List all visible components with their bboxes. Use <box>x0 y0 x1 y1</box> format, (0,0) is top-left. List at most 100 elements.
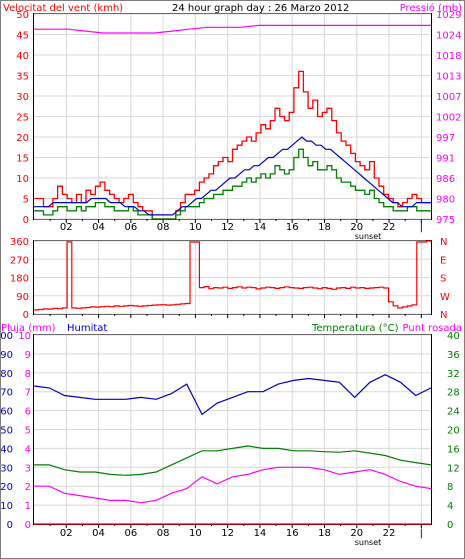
temperature-y-tick: 12 <box>447 463 460 474</box>
pressure-y-tick: 1018 <box>436 51 461 62</box>
hum-x-tick: 10 <box>189 528 202 539</box>
temperature-y-tick: 4 <box>447 501 453 512</box>
wind-y-tick: 35 <box>16 72 29 83</box>
rain-axis-label: Pluja (mm) <box>1 323 56 334</box>
pressure-y-tick: 986 <box>436 174 455 185</box>
rain-y-tick: 1 <box>25 501 31 512</box>
direction-y-tick: 360 <box>10 237 29 248</box>
hum-x-tick: | <box>420 528 423 539</box>
temperature-y-tick: 32 <box>447 369 460 380</box>
wind-x-tick: 18 <box>318 222 331 233</box>
rain-y-tick: 10 <box>18 331 31 342</box>
pressure-y-tick: 980 <box>436 195 455 206</box>
compass-tick: E <box>440 255 446 266</box>
wind-y-tick: 50 <box>16 10 29 21</box>
wind-x-tick: 14 <box>254 222 267 233</box>
rain-y-tick: 3 <box>25 463 31 474</box>
humidity-y-tick: 40 <box>0 444 13 455</box>
compass-tick: N <box>440 237 447 248</box>
wind-gust-series <box>34 70 431 220</box>
temperature-axis-label: Temperatura (°C) <box>311 323 399 334</box>
wind-x-tick: 20 <box>350 222 363 233</box>
humidity-y-tick: 20 <box>0 482 13 493</box>
wind-y-tick: 30 <box>16 92 29 103</box>
wind-x-tick: 06 <box>124 222 137 233</box>
humidity-y-tick: 70 <box>0 388 13 399</box>
pressure-y-tick: 1013 <box>436 72 461 83</box>
direction-y-tick: 270 <box>10 255 29 266</box>
hum-x-tick: 16 <box>286 528 299 539</box>
direction-y-tick: 0 <box>23 310 29 321</box>
direction-y-tick: 180 <box>10 274 29 285</box>
hum-x-tick: 14 <box>254 528 267 539</box>
pressure-y-tick: 991 <box>436 154 455 165</box>
series-layer <box>33 24 432 525</box>
graph-title: 24 hour graph day : 26 Marzo 2012 <box>172 3 349 14</box>
rain-y-tick: 2 <box>25 482 31 493</box>
sunset-marker-label-bottom: sunset <box>355 538 382 547</box>
compass-tick: W <box>440 292 450 303</box>
pressure-y-tick: 975 <box>436 215 455 226</box>
wind-x-tick: 16 <box>286 222 299 233</box>
temperature-y-tick: 8 <box>447 482 453 493</box>
wind-y-tick: 20 <box>16 133 29 144</box>
sunset-marker-label: sunset <box>355 232 382 241</box>
series-temperatura-c- <box>34 445 432 476</box>
pressure-y-tick: 1007 <box>436 92 461 103</box>
hum-x-tick: 02 <box>60 528 73 539</box>
humidity-y-tick: 80 <box>0 369 13 380</box>
rain-y-tick: 8 <box>25 369 31 380</box>
hum-x-tick: 22 <box>383 528 396 539</box>
wind-y-tick: 5 <box>23 195 29 206</box>
wind-y-tick: 45 <box>16 31 29 42</box>
hum-x-tick: 18 <box>318 528 331 539</box>
wind-x-tick: 04 <box>92 222 105 233</box>
wind-y-tick: 25 <box>16 113 29 124</box>
wind-y-tick: 10 <box>16 174 29 185</box>
axis-ticks: 02 04 06 08 10 12 14 16 18 20 22 |02 04 06 08 10 12 14 16 1… <box>0 10 461 539</box>
rain-y-tick: 9 <box>25 350 31 361</box>
humidity-y-tick: 10 <box>0 501 13 512</box>
wind-y-tick: 40 <box>16 51 29 62</box>
humidity-y-tick: 30 <box>0 463 13 474</box>
temperature-y-tick: 28 <box>447 388 460 399</box>
series-humitat <box>33 374 432 416</box>
rain-y-tick: 6 <box>25 407 31 418</box>
pressure-y-tick: 1024 <box>436 31 461 42</box>
wind-y-tick: 15 <box>16 154 29 165</box>
rain-y-tick: 4 <box>25 444 31 455</box>
compass-tick: S <box>440 274 446 285</box>
rain-y-tick: 5 <box>25 426 31 437</box>
direction-y-tick: 90 <box>16 292 29 303</box>
humidity-y-tick: 0 <box>7 520 13 531</box>
compass-tick: N <box>440 310 447 321</box>
wind-trend-series <box>34 136 431 216</box>
pressure-y-tick: 1029 <box>436 10 461 21</box>
temperature-y-tick: 40 <box>447 331 460 342</box>
hum-x-tick: 06 <box>124 528 137 539</box>
wind-x-tick: 10 <box>189 222 202 233</box>
humidity-y-tick: 60 <box>0 407 13 418</box>
temperature-y-tick: 36 <box>447 350 460 361</box>
temperature-y-tick: 0 <box>447 520 453 531</box>
hum-x-tick: 12 <box>221 528 234 539</box>
pressure-series <box>34 24 431 34</box>
wind-axis-label: Velocitat del vent (kmh) <box>3 3 123 14</box>
wind-x-tick: 02 <box>60 222 73 233</box>
humidity-axis-label: Humitat <box>67 323 107 334</box>
series-punt-rosada <box>34 466 432 504</box>
humidity-y-tick: 90 <box>0 350 13 361</box>
rain-y-tick: 0 <box>25 520 31 531</box>
direction-series <box>34 240 431 311</box>
wind-average-series <box>34 148 431 220</box>
pressure-y-tick: 997 <box>436 133 455 144</box>
wind-x-tick: | <box>420 222 423 233</box>
temperature-y-tick: 24 <box>447 407 460 418</box>
humidity-y-tick: 100 <box>0 331 13 342</box>
temperature-y-tick: 16 <box>447 444 460 455</box>
hum-x-tick: 04 <box>92 528 105 539</box>
rain-y-tick: 7 <box>25 388 31 399</box>
pressure-axis-label: Pressió (mb) <box>400 2 462 14</box>
